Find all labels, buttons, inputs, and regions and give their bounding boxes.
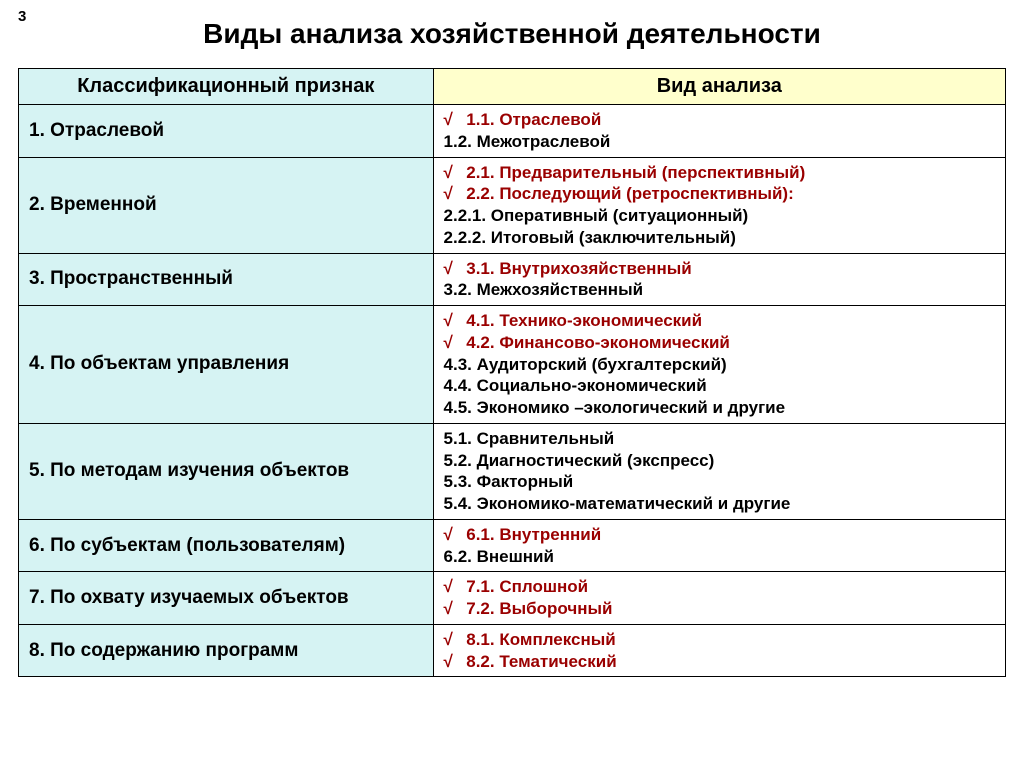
analysis-cell: √ 7.1. Сплошной√ 7.2. Выборочный bbox=[433, 572, 1005, 625]
check-icon: √ bbox=[444, 332, 462, 354]
table-header-left: Классификационный признак bbox=[19, 69, 434, 105]
analysis-item: √ 8.2. Тематический bbox=[444, 651, 995, 673]
analysis-item: √ 1.1. Отраслевой bbox=[444, 109, 995, 131]
analysis-item: 1.2. Межотраслевой bbox=[444, 131, 995, 153]
analysis-item: √ 7.1. Сплошной bbox=[444, 576, 995, 598]
classification-cell: 2. Временной bbox=[19, 157, 434, 253]
analysis-item: 2.2.2. Итоговый (заключительный) bbox=[444, 227, 995, 249]
check-icon: √ bbox=[444, 629, 462, 651]
table-row: 8. По содержанию программ√ 8.1. Комплекс… bbox=[19, 624, 1006, 677]
analysis-item: 2.2.1. Оперативный (ситуационный) bbox=[444, 205, 995, 227]
check-icon: √ bbox=[444, 258, 462, 280]
classification-cell: 7. По охвату изучаемых объектов bbox=[19, 572, 434, 625]
analysis-item: √ 2.2. Последующий (ретроспективный): bbox=[444, 183, 995, 205]
classification-cell: 1. Отраслевой bbox=[19, 105, 434, 158]
analysis-item: 6.2. Внешний bbox=[444, 546, 995, 568]
analysis-item: √ 2.1. Предварительный (перспективный) bbox=[444, 162, 995, 184]
analysis-item: 4.3. Аудиторский (бухгалтерский) bbox=[444, 354, 995, 376]
analysis-item: √ 3.1. Внутрихозяйственный bbox=[444, 258, 995, 280]
analysis-cell: √ 8.1. Комплексный√ 8.2. Тематический bbox=[433, 624, 1005, 677]
page-number: 3 bbox=[18, 8, 26, 25]
table-row: 4. По объектам управления√ 4.1. Технико-… bbox=[19, 306, 1006, 424]
analysis-item: √ 7.2. Выборочный bbox=[444, 598, 995, 620]
table-body: 1. Отраслевой√ 1.1. Отраслевой1.2. Межот… bbox=[19, 105, 1006, 677]
analysis-item: 5.2. Диагностический (экспресс) bbox=[444, 450, 995, 472]
table-header-right: Вид анализа bbox=[433, 69, 1005, 105]
table-row: 1. Отраслевой√ 1.1. Отраслевой1.2. Межот… bbox=[19, 105, 1006, 158]
slide-title: Виды анализа хозяйственной деятельности bbox=[0, 18, 1024, 50]
analysis-cell: √ 1.1. Отраслевой1.2. Межотраслевой bbox=[433, 105, 1005, 158]
classification-cell: 5. По методам изучения объектов bbox=[19, 423, 434, 519]
classification-table: Классификационный признак Вид анализа 1.… bbox=[18, 68, 1006, 677]
analysis-item: 4.5. Экономико –экологический и другие bbox=[444, 397, 995, 419]
classification-cell: 6. По субъектам (пользователям) bbox=[19, 519, 434, 572]
table-row: 5. По методам изучения объектов5.1. Срав… bbox=[19, 423, 1006, 519]
table-row: 2. Временной√ 2.1. Предварительный (перс… bbox=[19, 157, 1006, 253]
check-icon: √ bbox=[444, 183, 462, 205]
check-icon: √ bbox=[444, 576, 462, 598]
analysis-item: √ 4.1. Технико-экономический bbox=[444, 310, 995, 332]
classification-cell: 4. По объектам управления bbox=[19, 306, 434, 424]
analysis-cell: √ 4.1. Технико-экономический√ 4.2. Финан… bbox=[433, 306, 1005, 424]
analysis-item: √ 4.2. Финансово-экономический bbox=[444, 332, 995, 354]
check-icon: √ bbox=[444, 310, 462, 332]
analysis-item: 3.2. Межхозяйственный bbox=[444, 279, 995, 301]
table-row: 3. Пространственный√ 3.1. Внутрихозяйств… bbox=[19, 253, 1006, 306]
check-icon: √ bbox=[444, 524, 462, 546]
check-icon: √ bbox=[444, 651, 462, 673]
classification-cell: 3. Пространственный bbox=[19, 253, 434, 306]
table-row: 6. По субъектам (пользователям)√ 6.1. Вн… bbox=[19, 519, 1006, 572]
classification-cell: 8. По содержанию программ bbox=[19, 624, 434, 677]
check-icon: √ bbox=[444, 598, 462, 620]
analysis-item: 5.3. Факторный bbox=[444, 471, 995, 493]
analysis-item: 4.4. Социально-экономический bbox=[444, 375, 995, 397]
analysis-item: 5.4. Экономико-математический и другие bbox=[444, 493, 995, 515]
check-icon: √ bbox=[444, 162, 462, 184]
analysis-item: √ 6.1. Внутренний bbox=[444, 524, 995, 546]
check-icon: √ bbox=[444, 109, 462, 131]
analysis-item: √ 8.1. Комплексный bbox=[444, 629, 995, 651]
analysis-cell: 5.1. Сравнительный5.2. Диагностический (… bbox=[433, 423, 1005, 519]
table-row: 7. По охвату изучаемых объектов√ 7.1. Сп… bbox=[19, 572, 1006, 625]
analysis-item: 5.1. Сравнительный bbox=[444, 428, 995, 450]
analysis-cell: √ 3.1. Внутрихозяйственный3.2. Межхозяйс… bbox=[433, 253, 1005, 306]
slide: 3 Виды анализа хозяйственной деятельност… bbox=[0, 0, 1024, 768]
analysis-cell: √ 2.1. Предварительный (перспективный)√ … bbox=[433, 157, 1005, 253]
analysis-cell: √ 6.1. Внутренний6.2. Внешний bbox=[433, 519, 1005, 572]
